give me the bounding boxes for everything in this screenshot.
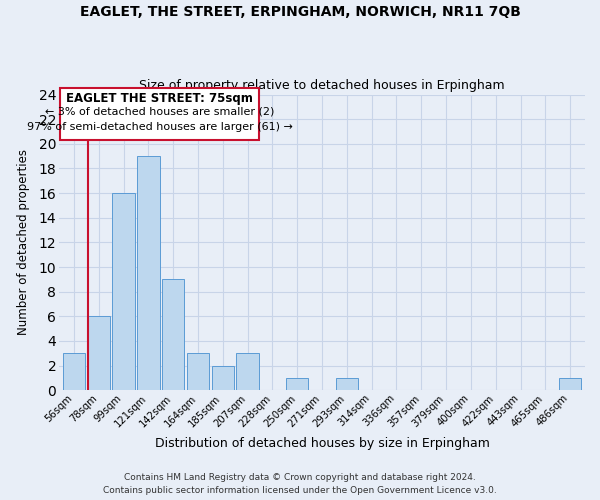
Y-axis label: Number of detached properties: Number of detached properties (17, 150, 30, 336)
Bar (112, 193, 135, 390)
Bar (212, 366, 234, 390)
Text: EAGLET THE STREET: 75sqm: EAGLET THE STREET: 75sqm (66, 92, 253, 105)
Bar (61, 88, 259, 140)
Bar (63, 354, 85, 391)
Text: 97% of semi-detached houses are larger (61) →: 97% of semi-detached houses are larger (… (26, 122, 293, 132)
Bar (335, 378, 358, 390)
Text: Contains HM Land Registry data © Crown copyright and database right 2024.
Contai: Contains HM Land Registry data © Crown c… (103, 474, 497, 495)
Bar (286, 378, 308, 390)
Text: ← 3% of detached houses are smaller (2): ← 3% of detached houses are smaller (2) (45, 107, 274, 117)
Bar (236, 354, 259, 391)
Bar (187, 354, 209, 391)
X-axis label: Distribution of detached houses by size in Erpingham: Distribution of detached houses by size … (155, 437, 490, 450)
Bar (162, 280, 184, 390)
Bar (559, 378, 581, 390)
Bar (137, 156, 160, 390)
Bar (88, 316, 110, 390)
Text: EAGLET, THE STREET, ERPINGHAM, NORWICH, NR11 7QB: EAGLET, THE STREET, ERPINGHAM, NORWICH, … (80, 5, 520, 19)
Title: Size of property relative to detached houses in Erpingham: Size of property relative to detached ho… (139, 79, 505, 92)
